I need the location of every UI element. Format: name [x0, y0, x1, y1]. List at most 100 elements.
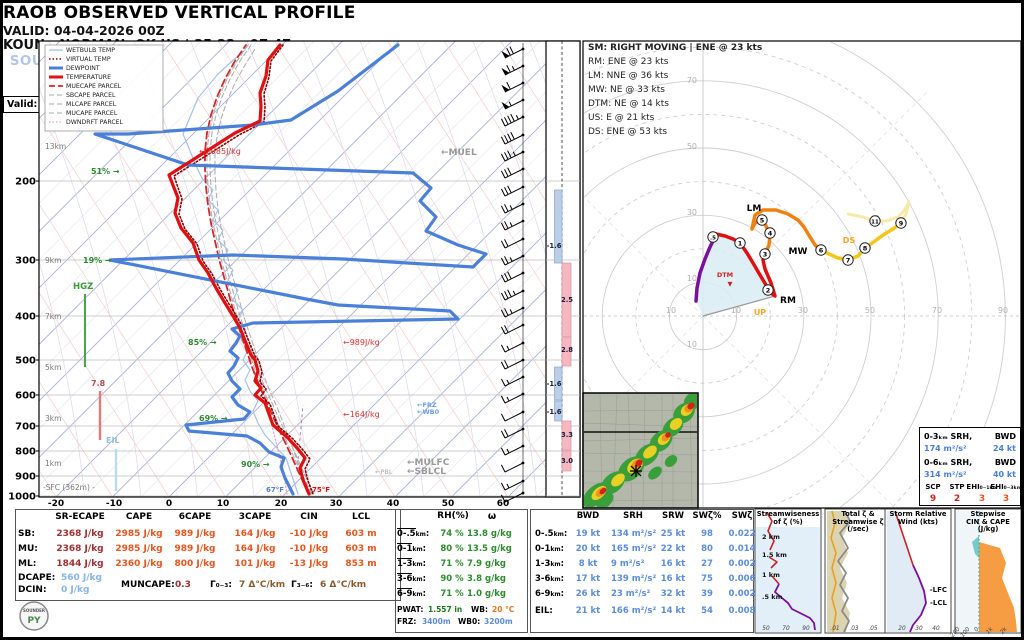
skewt-annotation: 19% →: [83, 256, 112, 265]
hodo-height-marker: [762, 284, 774, 296]
wind-barbs: [500, 43, 525, 503]
hodo-ring-label: 10: [666, 306, 676, 315]
skewt-annotation: 85% →: [188, 338, 217, 347]
srh-summary-box: [919, 427, 1021, 506]
shear-value: 54: [701, 606, 713, 616]
hodograph-trace: LM MW RM DTM▼ UP DS .5 1 2 3 45 6 7 8 9 11: [694, 200, 911, 317]
advection-strip: -1.6 2.5 2.8 -1.6 -1.6 3.3 3.0: [545, 40, 581, 498]
thermo-value: 2368 J/kg: [56, 544, 104, 554]
mini-panels: 50 70 90 2 km 1.5 km 1 km .5 km .01 .03 .05 20 30 40…: [754, 508, 1021, 637]
mini-panel-curve: [774, 583, 816, 631]
pressure-tick: 1000: [8, 492, 36, 503]
panel-title: Total ζ & Streamwise ζ (/sec): [832, 510, 884, 534]
cold-advection-bar: [554, 189, 563, 264]
srh-0-6-header: 0-6ₖₘ SRH, BWD: [924, 458, 1016, 467]
dcin-label: DCIN:: [18, 585, 47, 595]
skewt-annotation: EIL: [106, 436, 120, 445]
shear-value: 80: [701, 544, 713, 554]
surface-temp-label: 75°F: [312, 486, 330, 494]
hodo-height-marker: [756, 214, 768, 226]
panel-tick: .03: [849, 626, 859, 632]
thermo-value: 989 J/kg: [174, 544, 216, 554]
skewt-annotation: ←164J/kg: [343, 410, 380, 419]
thermo-value: 603 m: [345, 529, 377, 539]
temp-tick: 60: [497, 499, 510, 509]
mixing-ratio-value: 1.0 g/kg: [467, 589, 506, 599]
panel-tick: -100: [958, 626, 971, 637]
hodo-height-marker: [759, 248, 771, 260]
frz-label: FRZ:: [397, 617, 417, 626]
composite-header: EHI₀₋₁ₖₘ: [966, 483, 998, 491]
skewt-annotation: 69% →: [199, 414, 228, 423]
hodo-height-marker-label: 7: [846, 256, 851, 264]
hodo-height-marker-label: 6: [819, 246, 824, 254]
shear-value: 20 kt: [575, 544, 601, 554]
shear-row-label: 0-.5km:: [535, 529, 568, 539]
shear-value: 19 kt: [575, 529, 601, 539]
dcin-value: 0 J/kg: [61, 585, 90, 595]
mixing-ratio-value: 7.9 g/kg: [467, 559, 506, 569]
thermo-value: 2360 J/kg: [115, 559, 163, 569]
thermo-header: LCL: [351, 512, 371, 522]
hodo-height-marker: [734, 237, 746, 249]
panel-tick: .01: [830, 626, 839, 632]
shear-value: 8 kt: [578, 559, 598, 569]
lapse-3-6-value: 6 Δ°C/km: [320, 580, 367, 590]
mini-panel-curve: [909, 564, 927, 633]
panel-height-label: 1 km: [762, 571, 780, 579]
mini-panel-curve: [771, 575, 780, 585]
moisture-row-label: 0-1km:: [397, 543, 427, 554]
hodo-height-marker: [815, 244, 827, 256]
hodo-ring-label: 30: [798, 306, 808, 315]
moisture-row-label: 3-6km:: [397, 573, 427, 584]
hodo-ring-label: 90: [998, 306, 1008, 315]
thermo-header: CIN: [300, 512, 318, 522]
lapse-0-3-value: 7 Δ°C/km: [239, 580, 286, 590]
surface-temp-label: 67°F: [266, 486, 284, 494]
advection-value: -1.6: [547, 242, 562, 250]
advection-value: 2.5: [561, 296, 573, 304]
hodo-ring-label: 70: [687, 76, 697, 85]
hodo-info-line: MW: NE @ 33 kts: [588, 85, 665, 95]
hodo-info-line: RM: ENE @ 23 kts: [588, 57, 669, 67]
shear-header: BWD: [576, 511, 600, 521]
height-label: 1km: [45, 459, 61, 468]
legend-item-label: MUCAPE PARCEL: [66, 110, 118, 117]
panel-title: Storm Relative Wind (kts): [889, 510, 947, 526]
thermo-row-label: ML:: [18, 559, 37, 569]
moisture-row-label: 1-3km:: [397, 558, 427, 569]
legend-item-label: VIRTUAL TEMP: [66, 56, 111, 63]
panel-level-label: -LFC: [930, 586, 947, 594]
panel-title: Streamwiseness of ζ (%): [756, 510, 820, 526]
panel-level-label: -LCL: [930, 599, 948, 607]
height-label: 5km: [45, 363, 61, 372]
hodo-height-marker: [842, 254, 854, 266]
sbcape-parcel-trace: [209, 44, 315, 495]
mini-panel-curve: [837, 510, 851, 633]
pressure-tick: 500: [15, 356, 36, 367]
shear-value: 165 m²/s²: [611, 544, 657, 554]
composite-value: 3: [978, 494, 986, 504]
shear-row-label: 3-6km:: [535, 574, 565, 584]
advection-value: 3.0: [561, 457, 573, 465]
srh-0-3-values: 174 m²/s² 24 kt: [924, 444, 1016, 453]
lapse-3-6-label: Γ₃₋₆:: [291, 580, 313, 590]
rh-value: 90 %: [440, 574, 464, 584]
composite-value: 9: [929, 494, 937, 504]
shear-value: 14 kt: [660, 606, 686, 616]
legend-item-label: DEWPOINT: [66, 65, 100, 72]
valid-time: VALID: 04-04-2026 00Z: [3, 23, 165, 38]
panel-tick: 2k: [999, 626, 1009, 636]
hodo-label-rm: RM: [780, 296, 796, 306]
skewt-annotation: HGZ: [73, 282, 93, 292]
temp-tick: 40: [387, 499, 400, 509]
temp-tick: 20: [275, 499, 288, 509]
skewt-annotation: 90% →: [241, 460, 270, 469]
temp-tick: 0: [166, 499, 172, 509]
mucape-parcel-trace: [206, 44, 312, 495]
hodo-height-marker-label: .5: [710, 235, 716, 241]
thermo-value: -10 J/kg: [289, 544, 329, 554]
hodo-label-ds: DS: [843, 236, 856, 245]
radar-inset: [582, 392, 699, 509]
mixing-ratio-value: 13.8 g/kg: [467, 529, 512, 539]
